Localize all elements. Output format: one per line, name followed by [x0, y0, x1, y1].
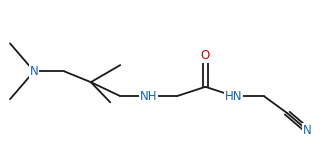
Text: NH: NH: [140, 90, 157, 103]
Text: HN: HN: [225, 90, 242, 103]
Text: N: N: [303, 124, 312, 137]
Text: N: N: [30, 65, 38, 78]
Text: O: O: [201, 49, 210, 62]
